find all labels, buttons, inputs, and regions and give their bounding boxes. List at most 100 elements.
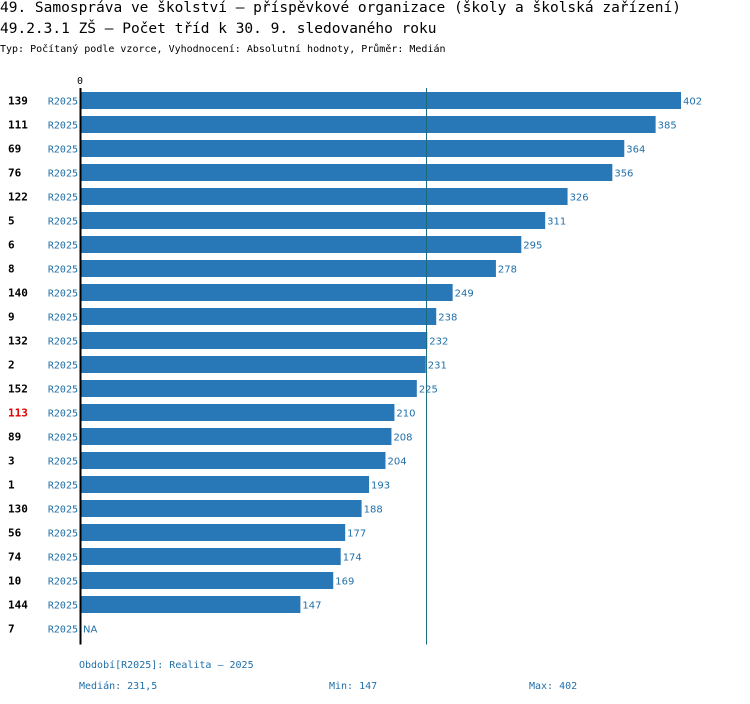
category-label: 74 [8,551,22,564]
period-label: R2025 [48,457,78,468]
category-label: 56 [8,527,22,540]
chart-type-line: Typ: Počítaný podle vzorce, Vyhodnocení:… [0,44,446,55]
value-label: NA [83,625,97,636]
period-label: R2025 [48,553,78,564]
category-label: 144 [8,599,28,612]
bar [81,404,395,421]
value-label: 204 [387,457,406,468]
min-stat: Min: 147 [329,681,378,692]
category-label: 140 [8,287,28,300]
period-label: R2025 [48,601,78,612]
bar [81,500,362,517]
period-label: R2025 [48,289,78,300]
value-label: 278 [498,265,517,276]
period-label: R2025 [48,577,78,588]
zero-tick-label: 0 [77,76,83,87]
category-label: 1 [8,479,15,492]
bar [81,236,522,253]
period-label: R2025 [48,193,78,204]
period-label: R2025 [48,625,78,636]
value-label: 210 [396,409,415,420]
bar [81,188,568,205]
category-label: 9 [8,311,15,324]
value-label: 231 [428,361,447,372]
category-label: 152 [8,383,28,396]
value-label: 147 [302,601,321,612]
period-label: R2025 [48,121,78,132]
bar [81,116,656,133]
bar [81,356,426,373]
bar [81,428,392,445]
value-label: 174 [343,553,362,564]
category-label: 139 [8,95,28,108]
bar [81,212,546,229]
bar [81,476,370,493]
value-label: 356 [614,169,633,180]
value-label: 295 [523,241,542,252]
period-legend: Období[R2025]: Realita – 2025 [79,660,254,671]
bar [81,380,417,397]
bar [81,332,428,349]
category-label: 5 [8,215,15,228]
category-label: 113 [8,407,28,420]
category-label: 111 [8,119,28,132]
period-label: R2025 [48,409,78,420]
category-label: 3 [8,455,15,468]
max-stat: Max: 402 [529,681,578,692]
bar [81,92,681,109]
category-label: 10 [8,575,21,588]
period-label: R2025 [48,265,78,276]
period-label: R2025 [48,337,78,348]
period-label: R2025 [48,241,78,252]
chart-subtitle: 49.2.3.1 ZŠ – Počet tříd k 30. 9. sledov… [0,21,437,37]
median-stat: Medián: 231,5 [79,681,158,692]
value-label: 402 [683,97,702,108]
value-label: 326 [570,193,589,204]
value-label: 177 [347,529,366,540]
category-label: 69 [8,143,21,156]
value-label: 169 [335,577,354,588]
value-label: 208 [393,433,412,444]
period-label: R2025 [48,97,78,108]
category-label: 132 [8,335,28,348]
value-label: 232 [429,337,448,348]
bar [81,284,453,301]
value-label: 311 [547,217,566,228]
period-label: R2025 [48,433,78,444]
value-label: 225 [419,385,438,396]
period-label: R2025 [48,481,78,492]
category-label: 6 [8,239,15,252]
value-label: 385 [658,121,677,132]
bar [81,524,346,541]
category-label: 130 [8,503,28,516]
value-label: 249 [455,289,474,300]
category-label: 76 [8,167,22,180]
bar [81,164,613,181]
value-label: 238 [438,313,457,324]
category-label: 2 [8,359,15,372]
category-label: 89 [8,431,21,444]
bar [81,260,496,277]
value-label: 193 [371,481,390,492]
period-label: R2025 [48,505,78,516]
period-label: R2025 [48,217,78,228]
period-label: R2025 [48,361,78,372]
period-label: R2025 [48,529,78,540]
category-label: 122 [8,191,28,204]
value-label: 364 [626,145,645,156]
bar [81,596,301,613]
period-label: R2025 [48,169,78,180]
bar [81,308,437,325]
period-label: R2025 [48,313,78,324]
value-label: 188 [364,505,383,516]
bar [81,140,625,157]
category-label: 8 [8,263,15,276]
period-label: R2025 [48,385,78,396]
bar [81,452,386,469]
chart-title: 49. Samospráva ve školství – příspěvkové… [0,0,681,16]
period-label: R2025 [48,145,78,156]
bar [81,572,334,589]
bar [81,548,341,565]
category-label: 7 [8,623,15,636]
